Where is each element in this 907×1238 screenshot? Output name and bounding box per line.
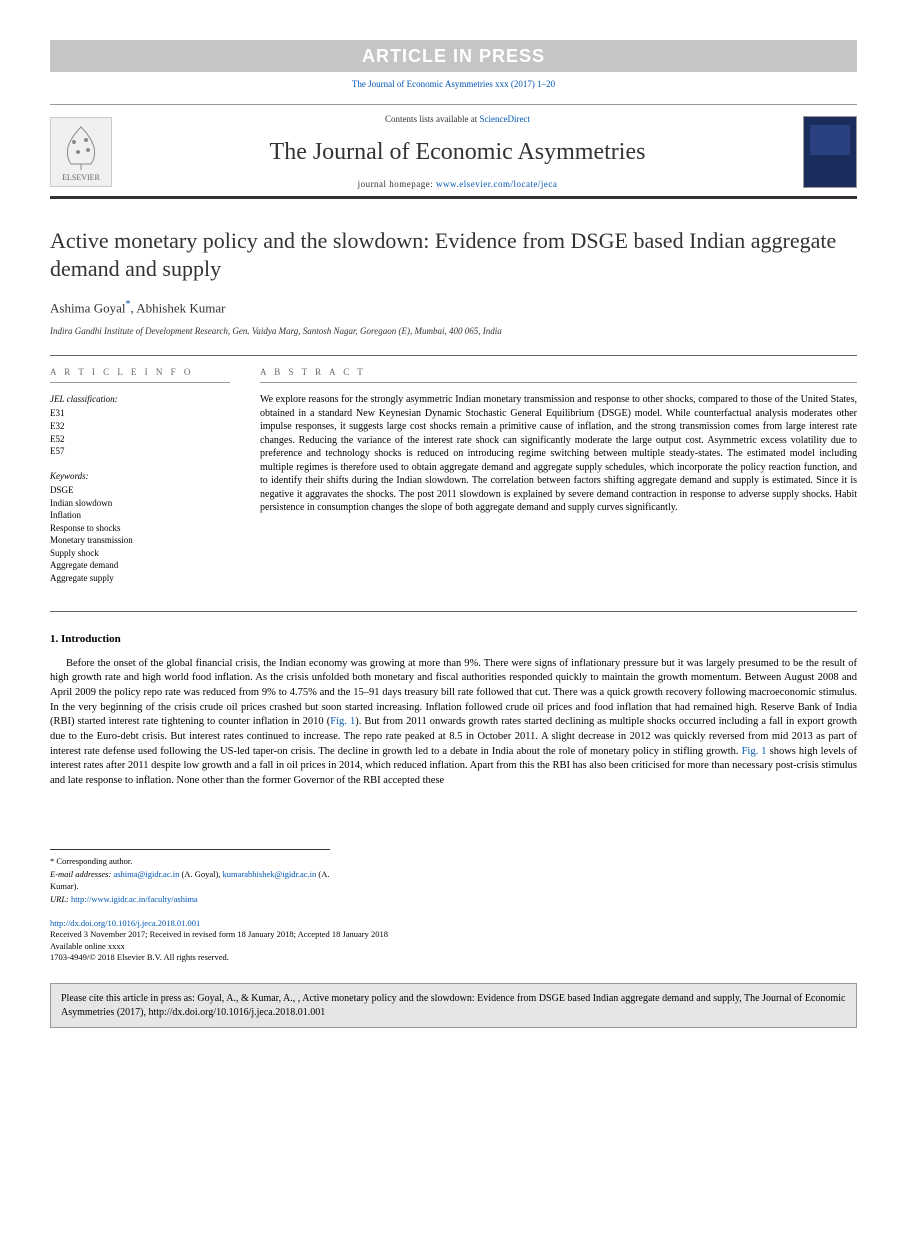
jel-code: E52 — [50, 433, 230, 446]
footnotes: * Corresponding author. E-mail addresses… — [50, 849, 330, 906]
doi-link[interactable]: http://dx.doi.org/10.1016/j.jeca.2018.01… — [50, 918, 200, 928]
keyword: Indian slowdown — [50, 497, 230, 510]
running-citation: The Journal of Economic Asymmetries xxx … — [50, 78, 857, 90]
keywords-list: DSGE Indian slowdown Inflation Response … — [50, 484, 230, 585]
email-who-1: (A. Goyal), — [179, 869, 222, 879]
author-url-link[interactable]: http://www.igidr.ac.in/faculty/ashima — [71, 894, 198, 904]
email-link[interactable]: kumarabhishek@igidr.ac.in — [223, 869, 317, 879]
email-line: E-mail addresses: ashima@igidr.ac.in (A.… — [50, 869, 330, 892]
doi-block: http://dx.doi.org/10.1016/j.jeca.2018.01… — [50, 918, 857, 964]
figure-ref-link[interactable]: Fig. 1 — [330, 716, 355, 727]
received-dates: Received 3 November 2017; Received in re… — [50, 929, 857, 940]
info-abstract-row: A R T I C L E I N F O JEL classification… — [50, 355, 857, 612]
homepage-line: journal homepage: www.elsevier.com/locat… — [126, 178, 789, 190]
journal-cover-thumb — [803, 116, 857, 188]
section-heading-intro: 1. Introduction — [50, 632, 857, 647]
article-title: Active monetary policy and the slowdown:… — [50, 227, 857, 282]
corresponding-author-note: * Corresponding author. — [50, 856, 330, 867]
keywords-heading: Keywords: — [50, 470, 230, 482]
elsevier-tree-icon — [56, 122, 106, 172]
article-in-press-banner: ARTICLE IN PRESS — [50, 40, 857, 72]
contents-line: Contents lists available at ScienceDirec… — [126, 113, 789, 125]
authors: Ashima Goyal*, Abhishek Kumar — [50, 298, 857, 317]
elsevier-label: ELSEVIER — [62, 173, 100, 184]
available-online: Available online xxxx — [50, 941, 857, 952]
email-link[interactable]: ashima@igidr.ac.in — [113, 869, 179, 879]
keyword: Response to shocks — [50, 522, 230, 535]
keyword: Supply shock — [50, 547, 230, 560]
jel-code: E31 — [50, 407, 230, 420]
jel-heading: JEL classification: — [50, 393, 230, 405]
journal-header: ELSEVIER Contents lists available at Sci… — [50, 104, 857, 199]
jel-code: E57 — [50, 445, 230, 458]
keyword: Aggregate supply — [50, 572, 230, 585]
homepage-pre: journal homepage: — [358, 179, 436, 189]
url-label: URL: — [50, 894, 69, 904]
url-line: URL: http://www.igidr.ac.in/faculty/ashi… — [50, 894, 330, 905]
author-2: Abhishek Kumar — [136, 300, 225, 315]
journal-name: The Journal of Economic Asymmetries — [126, 136, 789, 168]
abstract-column: A B S T R A C T We explore reasons for t… — [260, 366, 857, 597]
issn-copyright: 1703-4949/© 2018 Elsevier B.V. All right… — [50, 952, 857, 963]
author-1: Ashima Goyal — [50, 300, 125, 315]
jel-list: E31 E32 E52 E57 — [50, 407, 230, 457]
affiliation: Indira Gandhi Institute of Development R… — [50, 325, 857, 337]
keyword: DSGE — [50, 484, 230, 497]
figure-ref-link[interactable]: Fig. 1 — [742, 746, 767, 757]
article-info-label: A R T I C L E I N F O — [50, 366, 230, 383]
keyword: Aggregate demand — [50, 559, 230, 572]
cite-this-article-box: Please cite this article in press as: Go… — [50, 983, 857, 1028]
abstract-label: A B S T R A C T — [260, 366, 857, 383]
keyword: Inflation — [50, 509, 230, 522]
intro-paragraph: Before the onset of the global financial… — [50, 657, 857, 789]
jel-code: E32 — [50, 420, 230, 433]
email-label: E-mail addresses: — [50, 869, 111, 879]
contents-pre: Contents lists available at — [385, 114, 479, 124]
sciencedirect-link[interactable]: ScienceDirect — [480, 114, 530, 124]
abstract-text: We explore reasons for the strongly asym… — [260, 393, 857, 515]
keyword: Monetary transmission — [50, 534, 230, 547]
homepage-link[interactable]: www.elsevier.com/locate/jeca — [436, 179, 557, 189]
article-info-column: A R T I C L E I N F O JEL classification… — [50, 366, 230, 597]
header-center: Contents lists available at ScienceDirec… — [126, 113, 789, 190]
elsevier-logo: ELSEVIER — [50, 117, 112, 187]
